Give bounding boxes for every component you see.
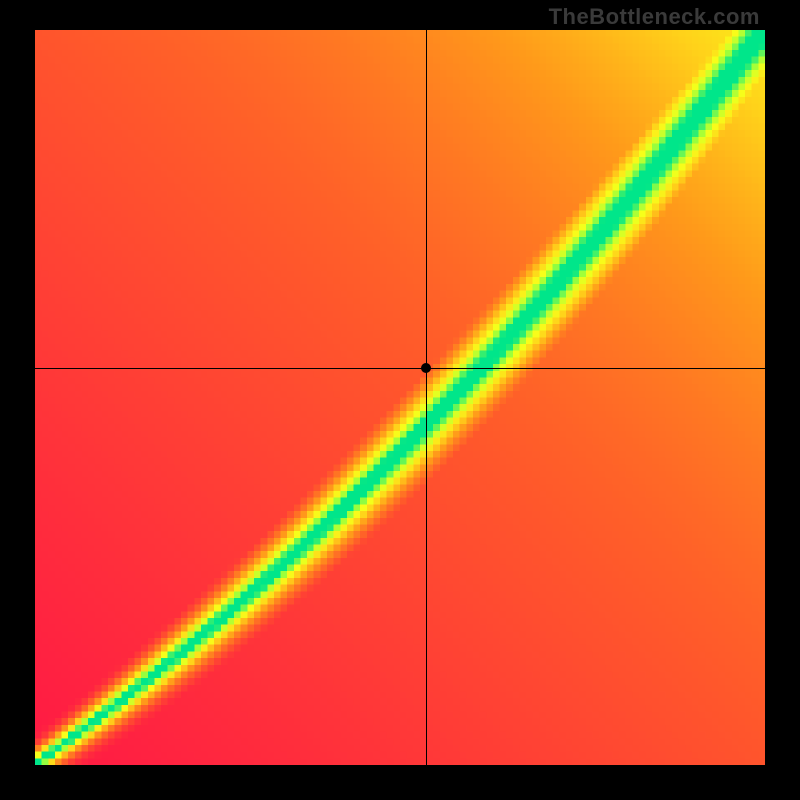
crosshair-horizontal (35, 368, 765, 369)
heatmap-canvas (35, 30, 765, 765)
heatmap-plot (35, 30, 765, 765)
crosshair-marker (421, 363, 431, 373)
chart-root: TheBottleneck.com (0, 0, 800, 800)
watermark-text: TheBottleneck.com (549, 4, 760, 30)
crosshair-vertical (426, 30, 427, 765)
